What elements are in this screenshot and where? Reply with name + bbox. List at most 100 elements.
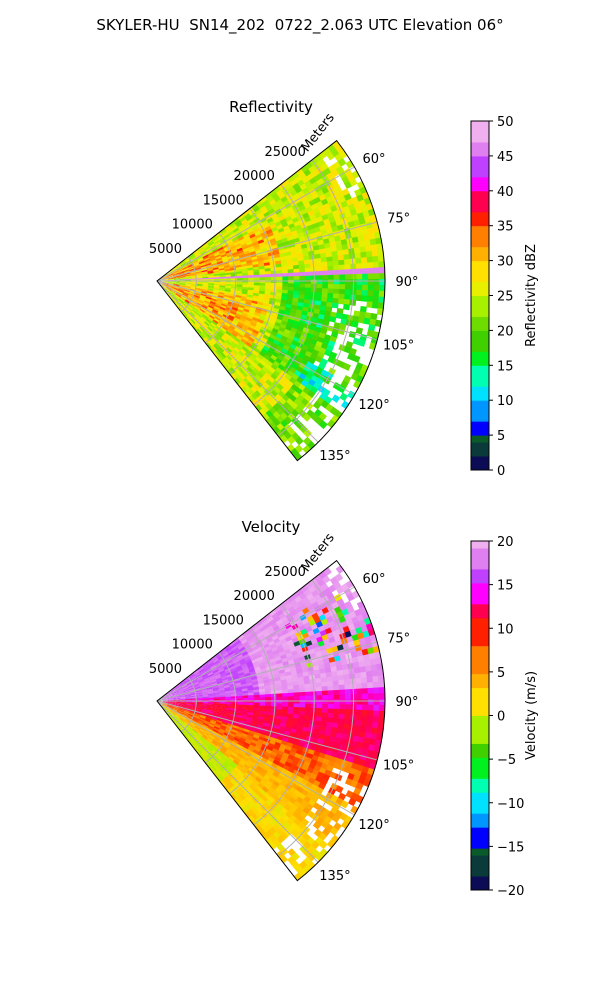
field-cell (206, 684, 213, 688)
field-cell (244, 739, 252, 745)
field-cell (172, 270, 179, 274)
field-cell (333, 265, 340, 271)
field-cell (176, 292, 182, 297)
field-cell (219, 739, 226, 745)
field-cell (172, 272, 180, 276)
field-cell (166, 287, 172, 292)
field-cell (344, 274, 352, 280)
field-cell (226, 337, 234, 344)
field-cell (209, 733, 217, 739)
field-cell (223, 784, 230, 792)
field-cell (168, 702, 175, 705)
field-cell (258, 634, 266, 641)
field-cell (216, 324, 223, 330)
field-cell (264, 714, 271, 719)
field-cell (176, 684, 182, 689)
field-cell (183, 310, 189, 316)
field-cell (238, 251, 245, 257)
field-cell (227, 257, 235, 262)
field-cell (342, 248, 350, 256)
field-cell (248, 209, 256, 216)
field-cell (216, 348, 223, 355)
field-cell (304, 715, 311, 721)
field-cell (255, 619, 264, 627)
field-cell (255, 653, 263, 659)
colorbar-tick-label: 20 (497, 535, 514, 550)
field-cell (174, 279, 181, 281)
field-cell (179, 279, 187, 281)
field-cell (263, 774, 271, 782)
field-cell (299, 810, 308, 819)
field-cell (252, 241, 260, 247)
field-cell (271, 622, 279, 629)
field-cell (191, 309, 198, 315)
field-cell (213, 238, 220, 244)
field-cell (280, 755, 289, 762)
field-cell (304, 267, 312, 273)
field-cell (195, 709, 203, 713)
colorbar-segment (471, 645, 489, 654)
field-cell (202, 663, 209, 669)
field-cell (298, 294, 306, 300)
field-cell (228, 745, 236, 751)
colorbar-tick-label: −10 (497, 797, 524, 812)
field-cell (223, 264, 231, 269)
field-cell (194, 293, 201, 298)
field-cell (315, 262, 323, 268)
field-cell (256, 724, 264, 729)
colorbar-segment (471, 121, 489, 129)
field-cell (277, 202, 286, 209)
field-cell (337, 298, 345, 305)
field-cell (364, 635, 372, 644)
field-cell (178, 271, 185, 275)
field-cell (193, 682, 201, 687)
field-cell (182, 293, 189, 298)
field-cell (286, 720, 293, 726)
field-cell (276, 224, 284, 231)
range-tick-label: 10000 (172, 218, 213, 233)
field-cell (166, 707, 172, 711)
field-cell (276, 276, 283, 281)
field-cell (243, 728, 250, 733)
field-cell (265, 339, 274, 347)
field-cell (213, 755, 220, 762)
field-cell (298, 680, 305, 686)
field-cell (177, 268, 184, 272)
field-cell (278, 746, 286, 753)
field-cell (225, 702, 232, 705)
field-cell (343, 299, 351, 306)
field-cell (173, 692, 180, 696)
colorbar-segment (471, 260, 489, 269)
field-cell (188, 740, 194, 747)
field-cell (368, 652, 376, 661)
field-cell (162, 695, 168, 699)
field-cell (299, 275, 306, 281)
field-cell (300, 663, 308, 670)
field-cell (245, 299, 253, 304)
field-cell (316, 690, 323, 696)
colorbar-segment (471, 862, 489, 870)
field-cell (360, 677, 368, 684)
field-cell (226, 757, 234, 764)
field-cell (219, 694, 226, 698)
field-cell (241, 665, 249, 671)
field-cell (358, 660, 366, 668)
field-cell (162, 702, 169, 706)
field-cell (275, 712, 283, 717)
field-cell (174, 281, 181, 283)
field-cell (247, 707, 255, 711)
field-cell (327, 694, 335, 700)
field-cell (171, 290, 177, 295)
field-cell (215, 301, 223, 306)
field-cell (227, 675, 234, 680)
field-cell (208, 241, 215, 247)
field-cell (211, 750, 218, 756)
field-cell (240, 242, 248, 248)
field-cell (236, 704, 244, 708)
field-cell (273, 232, 281, 239)
field-cell (298, 260, 305, 266)
field-cell (206, 291, 214, 295)
field-cell (196, 279, 204, 281)
field-cell (207, 306, 214, 311)
field-cell (197, 311, 204, 317)
